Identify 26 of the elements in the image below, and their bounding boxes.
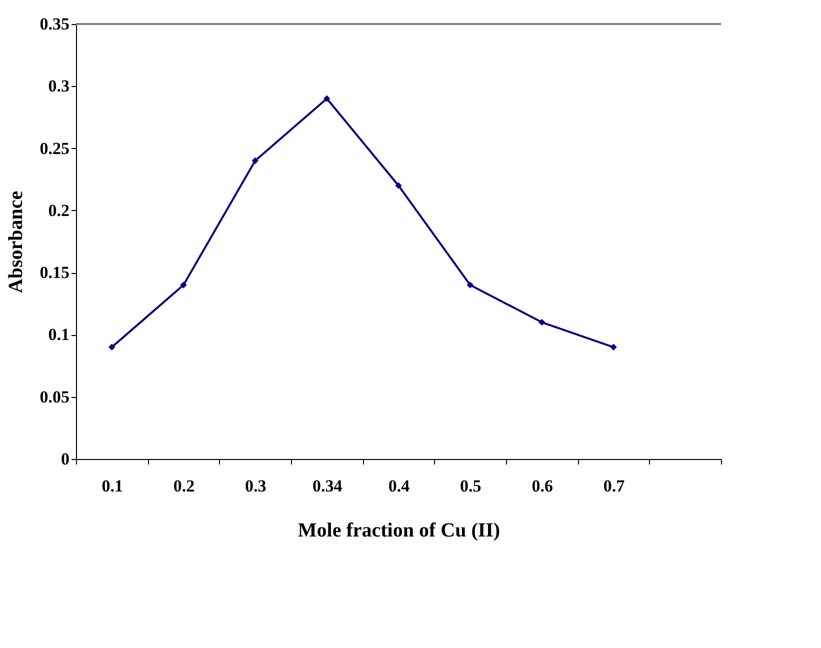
point [323,95,330,102]
x-tick-label: 0.7 [603,476,626,496]
point [180,282,187,288]
y-tick-label: 0 [61,450,70,468]
x-tick-label: 0.2 [173,476,195,496]
y-axis-title: Absorbance [4,190,27,294]
y-tick-label: 0.25 [40,138,70,158]
y-tick-label: 0.2 [48,200,70,220]
point [466,282,474,288]
x-tick-label: 0.5 [460,476,482,496]
y-tick-label: 0.35 [40,14,70,34]
x-tick-label: 0.4 [388,476,410,496]
y-tick-label: 0.3 [48,76,70,96]
y-tick-label: 0.15 [40,263,70,282]
point [610,344,617,350]
point [395,182,402,189]
y-tick-label: 0.1 [48,325,70,344]
x-tick-label: 0.6 [532,476,553,496]
y-tick-label: 0.05 [40,387,70,406]
point [108,344,116,350]
x-tick-label: 0.3 [245,476,266,496]
x-tick-label: 0.1 [102,476,123,496]
x-tick-label: 0.34 [312,476,343,496]
point [252,157,259,164]
x-axis-title: Mole fraction of Cu (II) [298,520,500,542]
point [538,318,546,326]
